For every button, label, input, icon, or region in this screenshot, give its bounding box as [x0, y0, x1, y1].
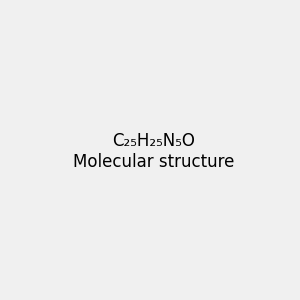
Text: C₂₅H₂₅N₅O
Molecular structure: C₂₅H₂₅N₅O Molecular structure: [73, 132, 234, 171]
